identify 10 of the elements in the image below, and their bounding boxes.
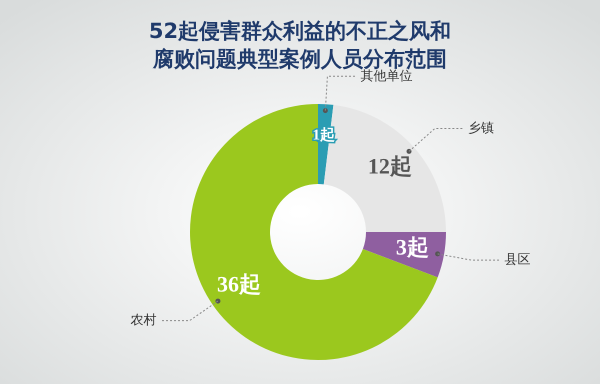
data-label: 36起 bbox=[216, 272, 261, 297]
donut-slice bbox=[362, 232, 446, 278]
donut-slice bbox=[190, 104, 438, 360]
chart-title: 52起侵害群众利益的不正之风和腐败问题典型案例人员分布范围 bbox=[148, 19, 452, 71]
data-label: 3起 bbox=[396, 234, 429, 260]
slice-label: 县区 bbox=[504, 252, 530, 268]
slice-label: 农村 bbox=[130, 313, 157, 328]
slice-label: 其他单位 bbox=[360, 68, 412, 84]
slice-label: 乡镇 bbox=[468, 121, 494, 136]
data-label: 12起 bbox=[368, 153, 412, 178]
